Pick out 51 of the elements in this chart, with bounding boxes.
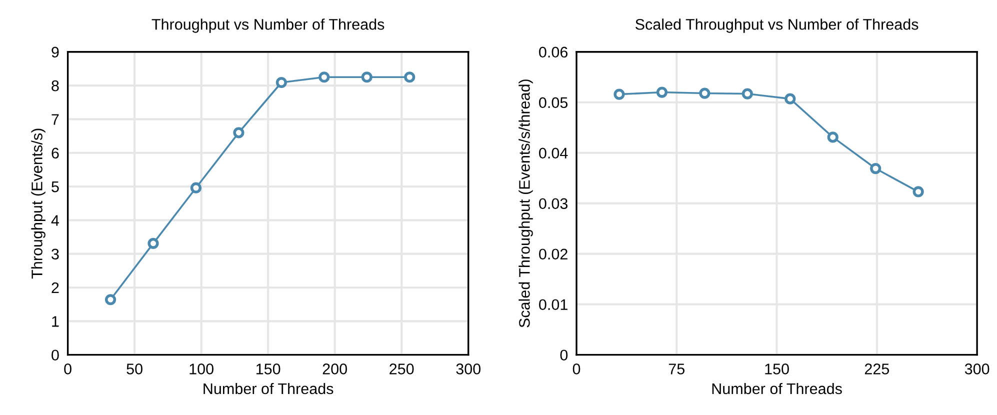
y-tick-label: 0.05 [539, 97, 568, 108]
x-tick-label: 0 [64, 364, 72, 374]
y-tick-label: 0.06 [539, 46, 568, 58]
point [742, 88, 753, 100]
y-tick-label: 2 [52, 282, 59, 294]
y-tick-label: 3 [52, 248, 59, 260]
x-tick-label: 300 [964, 364, 990, 374]
y-tick-label: 7 [52, 114, 59, 125]
point [404, 72, 416, 83]
y-axis-title: Throughput (Events/s) [31, 128, 46, 279]
point [870, 162, 882, 174]
point [318, 72, 330, 83]
y-tick-label: 9 [52, 46, 59, 58]
point [233, 127, 244, 138]
y-tick-label: 8 [52, 80, 59, 92]
point [656, 86, 668, 98]
x-tick-label: 200 [322, 364, 347, 374]
chart-title: Scaled Throughput vs Number of Threads [636, 18, 918, 33]
x-tick-label: 150 [256, 364, 280, 374]
x-axis-title: Number of Threads [204, 382, 334, 394]
point [190, 182, 202, 194]
x-tick-label: 150 [765, 364, 789, 374]
point [784, 93, 796, 104]
y-tick-label: 0.02 [539, 248, 568, 260]
x-axis-title: Number of Threads [712, 382, 842, 394]
x-tick-label: 100 [190, 364, 214, 374]
point [276, 76, 287, 88]
chart-title: Throughput vs Number of Threads [152, 18, 384, 33]
point [699, 88, 710, 99]
x-tick-label: 75 [668, 364, 684, 374]
x-tick-label: 250 [390, 364, 414, 374]
point [104, 294, 116, 306]
x-tick-label: 0 [572, 364, 580, 374]
y-tick-label: 0 [560, 350, 568, 361]
y-tick-label: 5 [52, 182, 59, 192]
point [614, 88, 625, 100]
x-tick-label: 225 [864, 364, 890, 374]
y-tick-label: 6 [52, 148, 59, 159]
x-tick-label: 50 [126, 364, 142, 374]
point [827, 132, 838, 143]
point [361, 72, 372, 83]
y-tick-label: 4 [51, 215, 60, 226]
y-tick-label: 1 [52, 316, 59, 327]
x-tick-label: 300 [456, 364, 480, 374]
point [148, 238, 159, 249]
y-tick-label: 0.03 [539, 198, 568, 210]
y-axis-title: Scaled Throughput (Events/s/thread) [518, 80, 533, 328]
y-tick-label: 0 [52, 350, 59, 361]
y-tick-label: 0.01 [539, 299, 568, 310]
y-tick-label: 0.04 [539, 148, 568, 159]
point [912, 186, 924, 198]
